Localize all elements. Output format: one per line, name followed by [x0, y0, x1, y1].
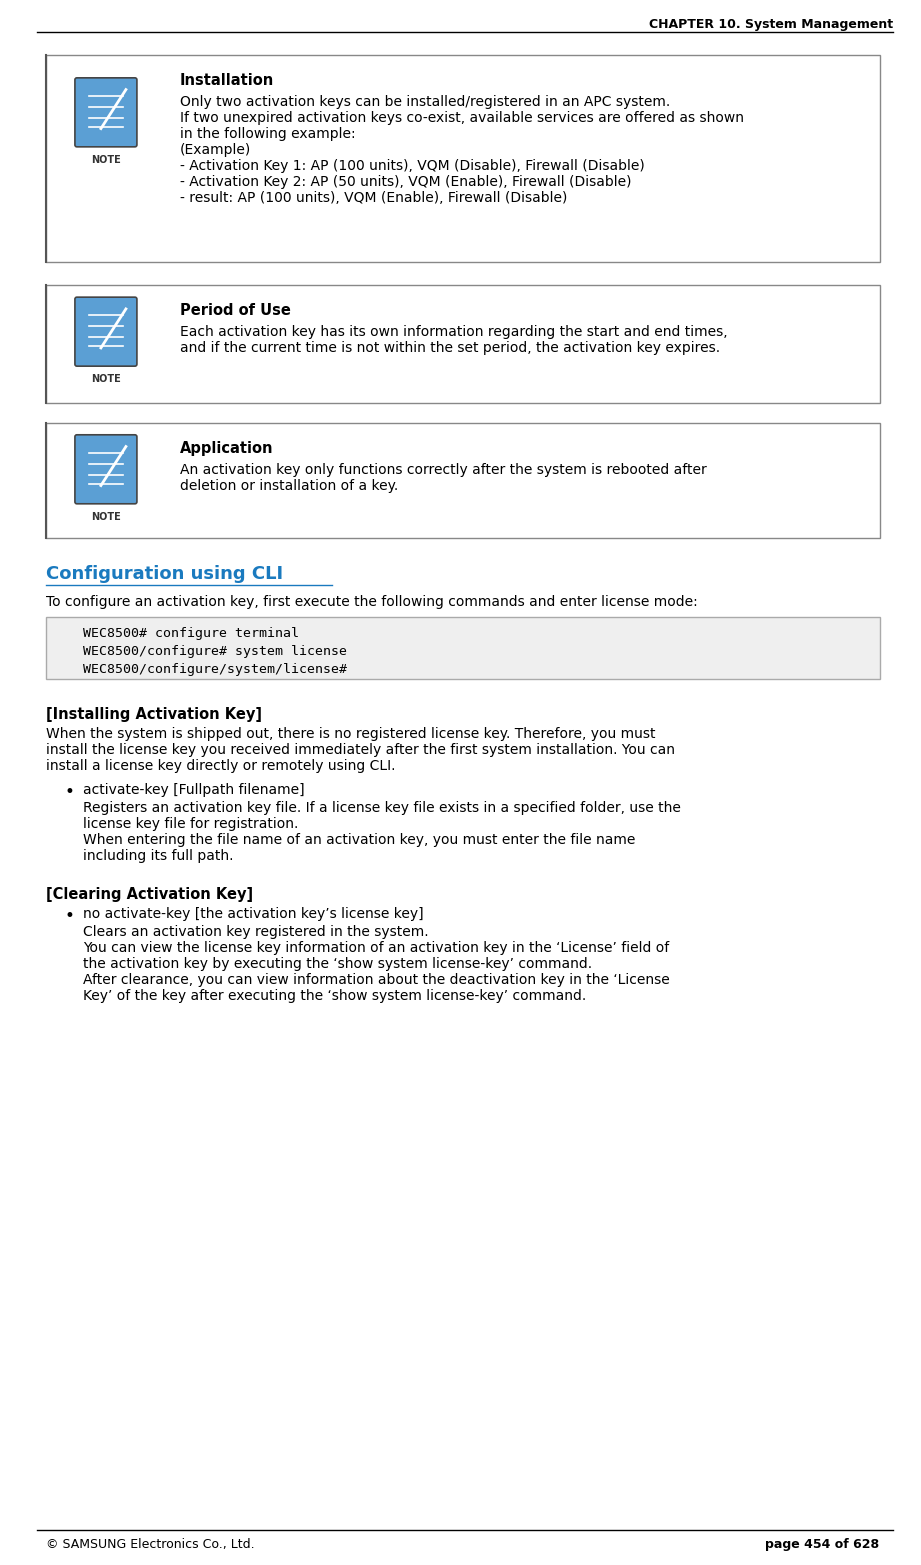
Text: WEC8500# configure terminal: WEC8500# configure terminal: [51, 628, 298, 640]
FancyBboxPatch shape: [75, 78, 137, 147]
Text: install the license key you received immediately after the first system installa: install the license key you received imm…: [46, 743, 675, 757]
Text: Configuration using CLI: Configuration using CLI: [46, 565, 283, 584]
Bar: [46, 55, 880, 261]
FancyBboxPatch shape: [75, 435, 137, 504]
Text: You can view the license key information of an activation key in the ‘License’ f: You can view the license key information…: [83, 941, 670, 955]
Text: license key file for registration.: license key file for registration.: [83, 817, 298, 831]
Text: WEC8500/configure/system/license#: WEC8500/configure/system/license#: [51, 664, 346, 676]
Text: NOTE: NOTE: [91, 374, 121, 383]
Text: © SAMSUNG Electronics Co., Ltd.: © SAMSUNG Electronics Co., Ltd.: [46, 1538, 255, 1551]
FancyBboxPatch shape: [75, 297, 137, 366]
Text: •: •: [64, 908, 75, 925]
Text: deletion or installation of a key.: deletion or installation of a key.: [180, 479, 398, 493]
Text: When the system is shipped out, there is no registered license key. Therefore, y: When the system is shipped out, there is…: [46, 728, 656, 740]
Text: Installation: Installation: [180, 74, 274, 88]
Text: Clears an activation key registered in the system.: Clears an activation key registered in t…: [83, 925, 428, 939]
Text: CHAPTER 10. System Management: CHAPTER 10. System Management: [649, 19, 893, 31]
Text: - result: AP (100 units), VQM (Enable), Firewall (Disable): - result: AP (100 units), VQM (Enable), …: [180, 191, 567, 205]
Text: Period of Use: Period of Use: [180, 304, 290, 318]
Text: Application: Application: [180, 441, 274, 455]
Text: - Activation Key 2: AP (50 units), VQM (Enable), Firewall (Disable): - Activation Key 2: AP (50 units), VQM (…: [180, 175, 631, 189]
Text: An activation key only functions correctly after the system is rebooted after: An activation key only functions correct…: [180, 463, 706, 477]
Text: After clearance, you can view information about the deactivation key in the ‘Lic: After clearance, you can view informatio…: [83, 973, 670, 988]
Text: Key’ of the key after executing the ‘show system license-key’ command.: Key’ of the key after executing the ‘sho…: [83, 989, 586, 1003]
Text: Each activation key has its own information regarding the start and end times,: Each activation key has its own informat…: [180, 326, 728, 340]
Text: NOTE: NOTE: [91, 512, 121, 521]
Bar: [46, 285, 880, 404]
Text: no activate-key [the activation key’s license key]: no activate-key [the activation key’s li…: [83, 908, 424, 920]
Text: [Clearing Activation Key]: [Clearing Activation Key]: [46, 887, 253, 901]
Text: When entering the file name of an activation key, you must enter the file name: When entering the file name of an activa…: [83, 833, 635, 847]
Text: and if the current time is not within the set period, the activation key expires: and if the current time is not within th…: [180, 341, 719, 355]
Text: NOTE: NOTE: [91, 155, 121, 164]
Text: including its full path.: including its full path.: [83, 848, 233, 862]
Bar: [46, 617, 880, 679]
Text: page 454 of 628: page 454 of 628: [765, 1538, 880, 1551]
Text: To configure an activation key, first execute the following commands and enter l: To configure an activation key, first ex…: [46, 595, 698, 609]
Text: [Installing Activation Key]: [Installing Activation Key]: [46, 707, 262, 721]
Text: install a license key directly or remotely using CLI.: install a license key directly or remote…: [46, 759, 395, 773]
Text: WEC8500/configure# system license: WEC8500/configure# system license: [51, 645, 346, 657]
Text: (Example): (Example): [180, 142, 251, 156]
Text: the activation key by executing the ‘show system license-key’ command.: the activation key by executing the ‘sho…: [83, 958, 592, 970]
Bar: [46, 423, 880, 538]
Text: Registers an activation key file. If a license key file exists in a specified fo: Registers an activation key file. If a l…: [83, 801, 681, 815]
Text: Only two activation keys can be installed/registered in an APC system.: Only two activation keys can be installe…: [180, 95, 670, 110]
Text: If two unexpired activation keys co-exist, available services are offered as sho: If two unexpired activation keys co-exis…: [180, 111, 743, 125]
Text: activate-key [Fullpath filename]: activate-key [Fullpath filename]: [83, 782, 305, 797]
Text: in the following example:: in the following example:: [180, 127, 356, 141]
Text: •: •: [64, 782, 75, 801]
Text: - Activation Key 1: AP (100 units), VQM (Disable), Firewall (Disable): - Activation Key 1: AP (100 units), VQM …: [180, 160, 645, 174]
